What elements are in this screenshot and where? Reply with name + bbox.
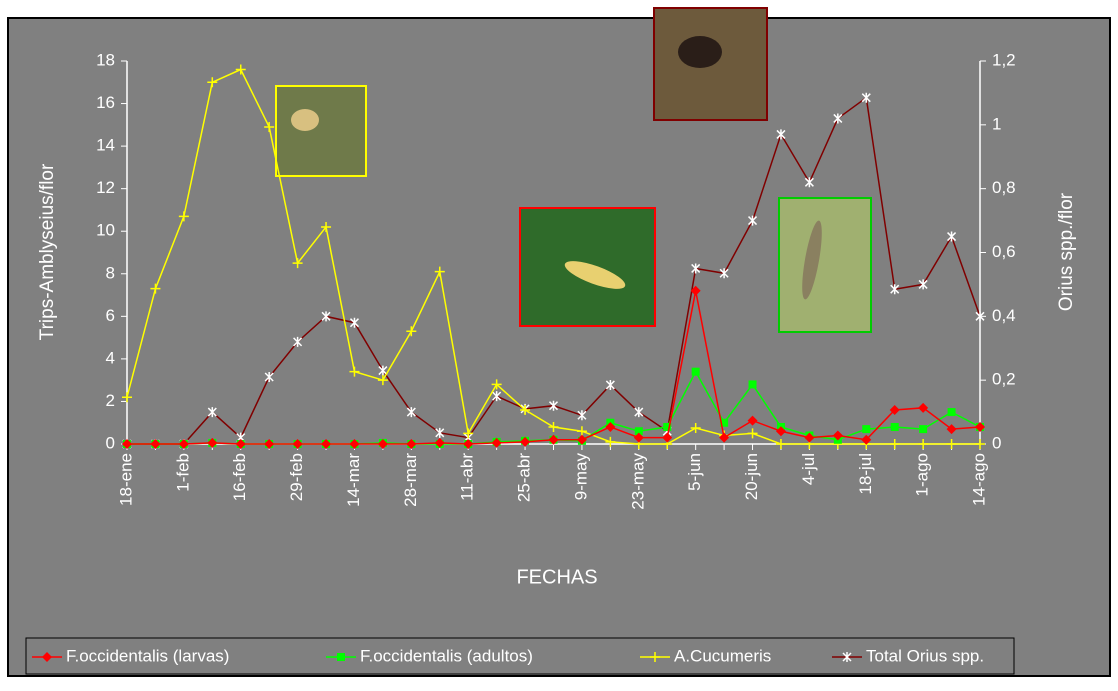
y2-tick-label: 0 <box>992 433 1001 452</box>
y-tick-label: 4 <box>106 348 115 367</box>
photo-orius <box>654 8 767 120</box>
y2-tick-label: 0,4 <box>992 306 1016 325</box>
x-tick-label: 9-may <box>571 453 590 501</box>
x-tick-label: 18-jul <box>856 453 875 495</box>
y-tick-label: 6 <box>106 306 115 325</box>
y2-tick-label: 1 <box>992 114 1001 133</box>
photo-larva <box>520 208 655 326</box>
y-tick-label: 16 <box>96 93 115 112</box>
chart: FECHAS Trips-Amblyseius/flor Orius spp./… <box>0 0 1118 686</box>
photo-adult <box>779 198 871 332</box>
marker <box>749 380 757 388</box>
x-tick-label: 16-feb <box>230 453 249 501</box>
y-tick-label: 12 <box>96 178 115 197</box>
marker <box>919 425 927 433</box>
y-axis-title: Trips-Amblyseius/flor <box>37 163 58 340</box>
x-axis-title: FECHAS <box>516 566 597 588</box>
photo-mite <box>276 86 366 176</box>
y-tick-label: 8 <box>106 263 115 282</box>
legend-label: Total Orius spp. <box>866 646 984 665</box>
x-tick-label: 20-jun <box>742 453 761 500</box>
marker <box>891 423 899 431</box>
x-tick-label: 1-ago <box>913 453 932 496</box>
x-tick-label: 11-abr <box>458 453 477 501</box>
y-tick-label: 14 <box>96 136 115 155</box>
x-tick-label: 1-feb <box>173 453 192 492</box>
x-tick-label: 14-mar <box>344 453 363 507</box>
x-tick-label: 18-ene <box>116 453 135 506</box>
marker <box>948 408 956 416</box>
x-tick-label: 14-ago <box>969 453 988 506</box>
x-tick-label: 5-jun <box>685 453 704 491</box>
y2-tick-label: 0,8 <box>992 178 1016 197</box>
x-tick-label: 4-jul <box>799 453 818 485</box>
x-tick-label: 29-feb <box>287 453 306 501</box>
y2-axis-title: Orius spp./flor <box>1056 192 1077 311</box>
y-tick-label: 0 <box>106 433 115 452</box>
marker <box>862 425 870 433</box>
page: {"chart_data": {"type": "line", "xlabel"… <box>0 0 1118 691</box>
x-tick-label: 28-mar <box>401 453 420 507</box>
y2-tick-label: 0,2 <box>992 370 1016 389</box>
y-tick-label: 2 <box>106 391 115 410</box>
x-tick-label: 25-abr <box>515 453 534 502</box>
y-tick-label: 18 <box>96 50 115 69</box>
marker <box>337 653 345 661</box>
y2-tick-label: 0,6 <box>992 242 1016 261</box>
legend-label: A.Cucumeris <box>674 646 771 665</box>
y2-tick-label: 1,2 <box>992 50 1016 69</box>
legend-label: F.occidentalis (adultos) <box>360 646 533 665</box>
y-tick-label: 10 <box>96 221 115 240</box>
x-tick-label: 23-may <box>628 453 647 510</box>
legend-label: F.occidentalis (larvas) <box>66 646 229 665</box>
marker <box>692 368 700 376</box>
